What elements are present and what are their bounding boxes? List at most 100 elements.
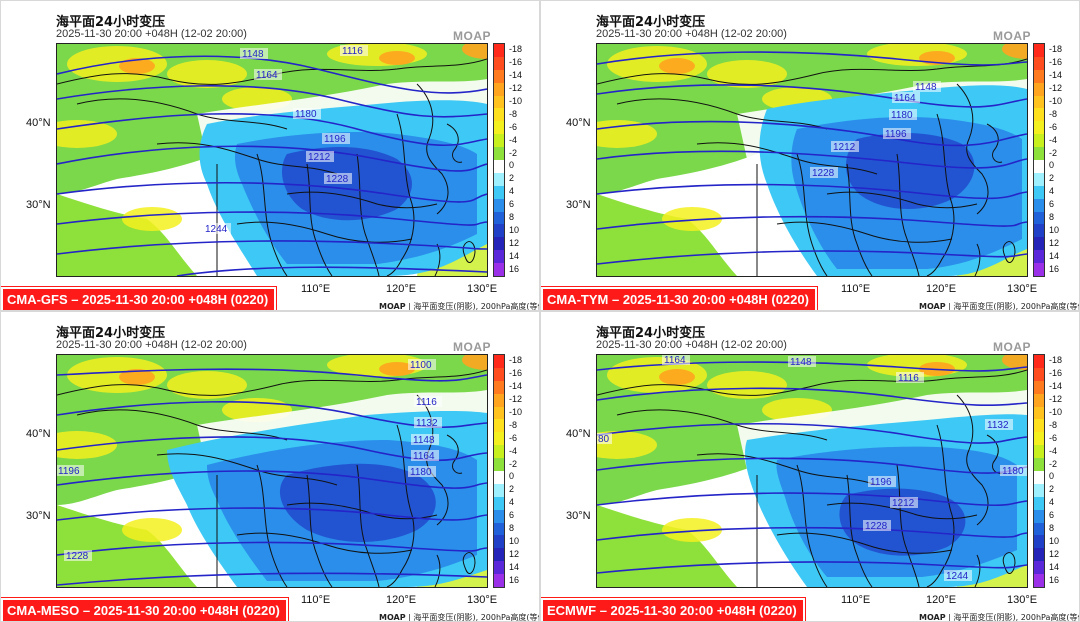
- colorbar-cell: [494, 95, 504, 109]
- colorbar-tick-label: -18: [509, 355, 523, 366]
- province-border: [796, 153, 828, 276]
- colorbar-cell: [1034, 458, 1044, 472]
- contour-label-bg: [340, 45, 368, 56]
- colorbar-tick-label: 14: [1049, 561, 1060, 572]
- colorbar-cell: [494, 108, 504, 122]
- colorbar-cell: [494, 134, 504, 148]
- lon-label-110e: 110°E: [301, 283, 331, 295]
- contour-label-bg: [57, 465, 84, 476]
- colorbar: [1033, 354, 1045, 588]
- shading-patch-yellow: [707, 60, 787, 88]
- colorbar-cell: [494, 211, 504, 225]
- island-outline: [1002, 241, 1016, 263]
- contour-label: 1148: [413, 435, 435, 446]
- credit-brand: MOAP: [379, 302, 406, 311]
- colorbar-cell: [494, 445, 504, 459]
- panel-subtitle: 2025-11-30 20:00 +048H (12-02 20:00): [56, 28, 247, 40]
- map-credit: MOAP | 海平面变压(阴影), 200hPa高度(等值线): [379, 301, 539, 311]
- colorbar-tick-label: 8: [509, 212, 515, 222]
- contour-label: 1148: [790, 357, 812, 368]
- province-border: [796, 464, 828, 587]
- contour-label-bg: [414, 417, 442, 428]
- province-border: [956, 394, 989, 526]
- colorbar-tick-label: -18: [509, 44, 523, 55]
- province-border: [416, 83, 449, 215]
- colorbar-cell: [1034, 44, 1044, 58]
- lat-label-40n: 40°N: [26, 428, 51, 440]
- colorbar-tick-label: 14: [509, 250, 520, 261]
- province-border: [446, 123, 463, 163]
- map-credit: MOAP | 海平面变压(阴影), 200hPa高度(等值线): [919, 301, 1079, 310]
- colorbar-cell: [494, 121, 504, 135]
- lat-label-30n: 30°N: [566, 199, 591, 211]
- colorbar-cell: [1034, 134, 1044, 148]
- province-border: [597, 58, 1027, 85]
- colorbar-tick-label: 10: [509, 224, 520, 235]
- colorbar-cell: [1034, 483, 1044, 498]
- colorbar-tick-label: 2: [1049, 173, 1055, 184]
- province-border: [76, 409, 288, 441]
- colorbar-tick-label: 16: [1049, 263, 1060, 274]
- colorbar-cell: [494, 471, 504, 485]
- province-border: [896, 153, 920, 276]
- contour-label: 1180: [410, 467, 432, 478]
- contour-label: 1196: [885, 129, 907, 140]
- colorbar-cell: [494, 548, 504, 562]
- colorbar-tick-label: -6: [509, 432, 518, 443]
- province-border: [434, 554, 441, 587]
- contour-label-bg: [863, 520, 891, 531]
- colorbar-tick-label: 16: [509, 574, 520, 585]
- province-border: [156, 142, 338, 175]
- lat-label-40n: 40°N: [26, 117, 51, 129]
- shading-patch-orange: [1002, 355, 1027, 370]
- shading-patch-yellow: [167, 371, 247, 399]
- colorbar-cell: [1034, 198, 1044, 213]
- colorbar-tick-label: 6: [509, 510, 515, 521]
- colorbar-tick-label: 10: [1049, 224, 1060, 235]
- colorbar-cell: [1034, 509, 1044, 524]
- lon-label-130e: 130°E: [1007, 594, 1038, 606]
- colorbar-tick-label: 12: [1049, 237, 1060, 248]
- colorbar-cell: [1034, 263, 1044, 277]
- contour-label-bg: [240, 48, 268, 59]
- colorbar-tick-label: 4: [509, 186, 515, 197]
- colorbar-cell: [494, 561, 504, 575]
- colorbar-tick-label: -8: [509, 108, 518, 119]
- province-border: [386, 113, 415, 276]
- colorbar-cell: [1034, 185, 1044, 200]
- height-contour: [597, 150, 1027, 169]
- province-border: [846, 474, 873, 587]
- colorbar-cell: [494, 56, 504, 71]
- contour-label-bg: [788, 356, 816, 367]
- colorbar-tick-label: -4: [509, 134, 518, 145]
- colorbar-tick-label: 6: [1049, 510, 1055, 521]
- height-contour: [57, 436, 487, 462]
- panel-title: 海平面24小时变压: [56, 326, 166, 341]
- pressure-map: 1164 1148 1116 1132 80 1180 1196 1212 1228 1244: [596, 354, 1028, 588]
- colorbar-cell: [1034, 224, 1044, 238]
- colorbar-tick-label: -14: [1049, 70, 1063, 81]
- colorbar-tick-label: 10: [509, 535, 520, 546]
- colorbar-tick-label: -10: [509, 96, 523, 106]
- colorbar-tick-label: 12: [509, 548, 520, 559]
- lon-label-110e: 110°E: [841, 594, 871, 606]
- colorbar-tick-label: -2: [1049, 458, 1058, 469]
- credit-text: | 海平面变压(阴影), 200hPa高度(等值线): [408, 302, 539, 311]
- colorbar-tick-label: 10: [1049, 535, 1060, 546]
- pressure-map: 1116 1148 1164 1180 1196 1212 1228 1244: [56, 43, 488, 277]
- province-border: [926, 424, 955, 587]
- colorbar-tick-label: 4: [1049, 497, 1055, 508]
- panel-cma-gfs: 海平面24小时变压 2025-11-30 20:00 +048H (12-02 …: [0, 0, 540, 311]
- moap-logo: MOAP: [453, 340, 491, 354]
- panel-subtitle: 2025-11-30 20:00 +048H (12-02 20:00): [56, 339, 247, 351]
- colorbar-cell: [1034, 121, 1044, 135]
- colorbar-tick-label: 14: [1049, 250, 1060, 261]
- colorbar-tick-label: -14: [509, 381, 523, 392]
- contour-label: 1164: [256, 70, 278, 81]
- contour-label-bg: [408, 359, 436, 370]
- colorbar-cell: [1034, 561, 1044, 575]
- shading-patch-orange: [659, 58, 695, 74]
- height-contour: [597, 84, 1027, 108]
- colorbar-cell: [494, 535, 504, 549]
- model-badge: ECMWF – 2025-11-30 20:00 +048H (0220): [541, 598, 805, 621]
